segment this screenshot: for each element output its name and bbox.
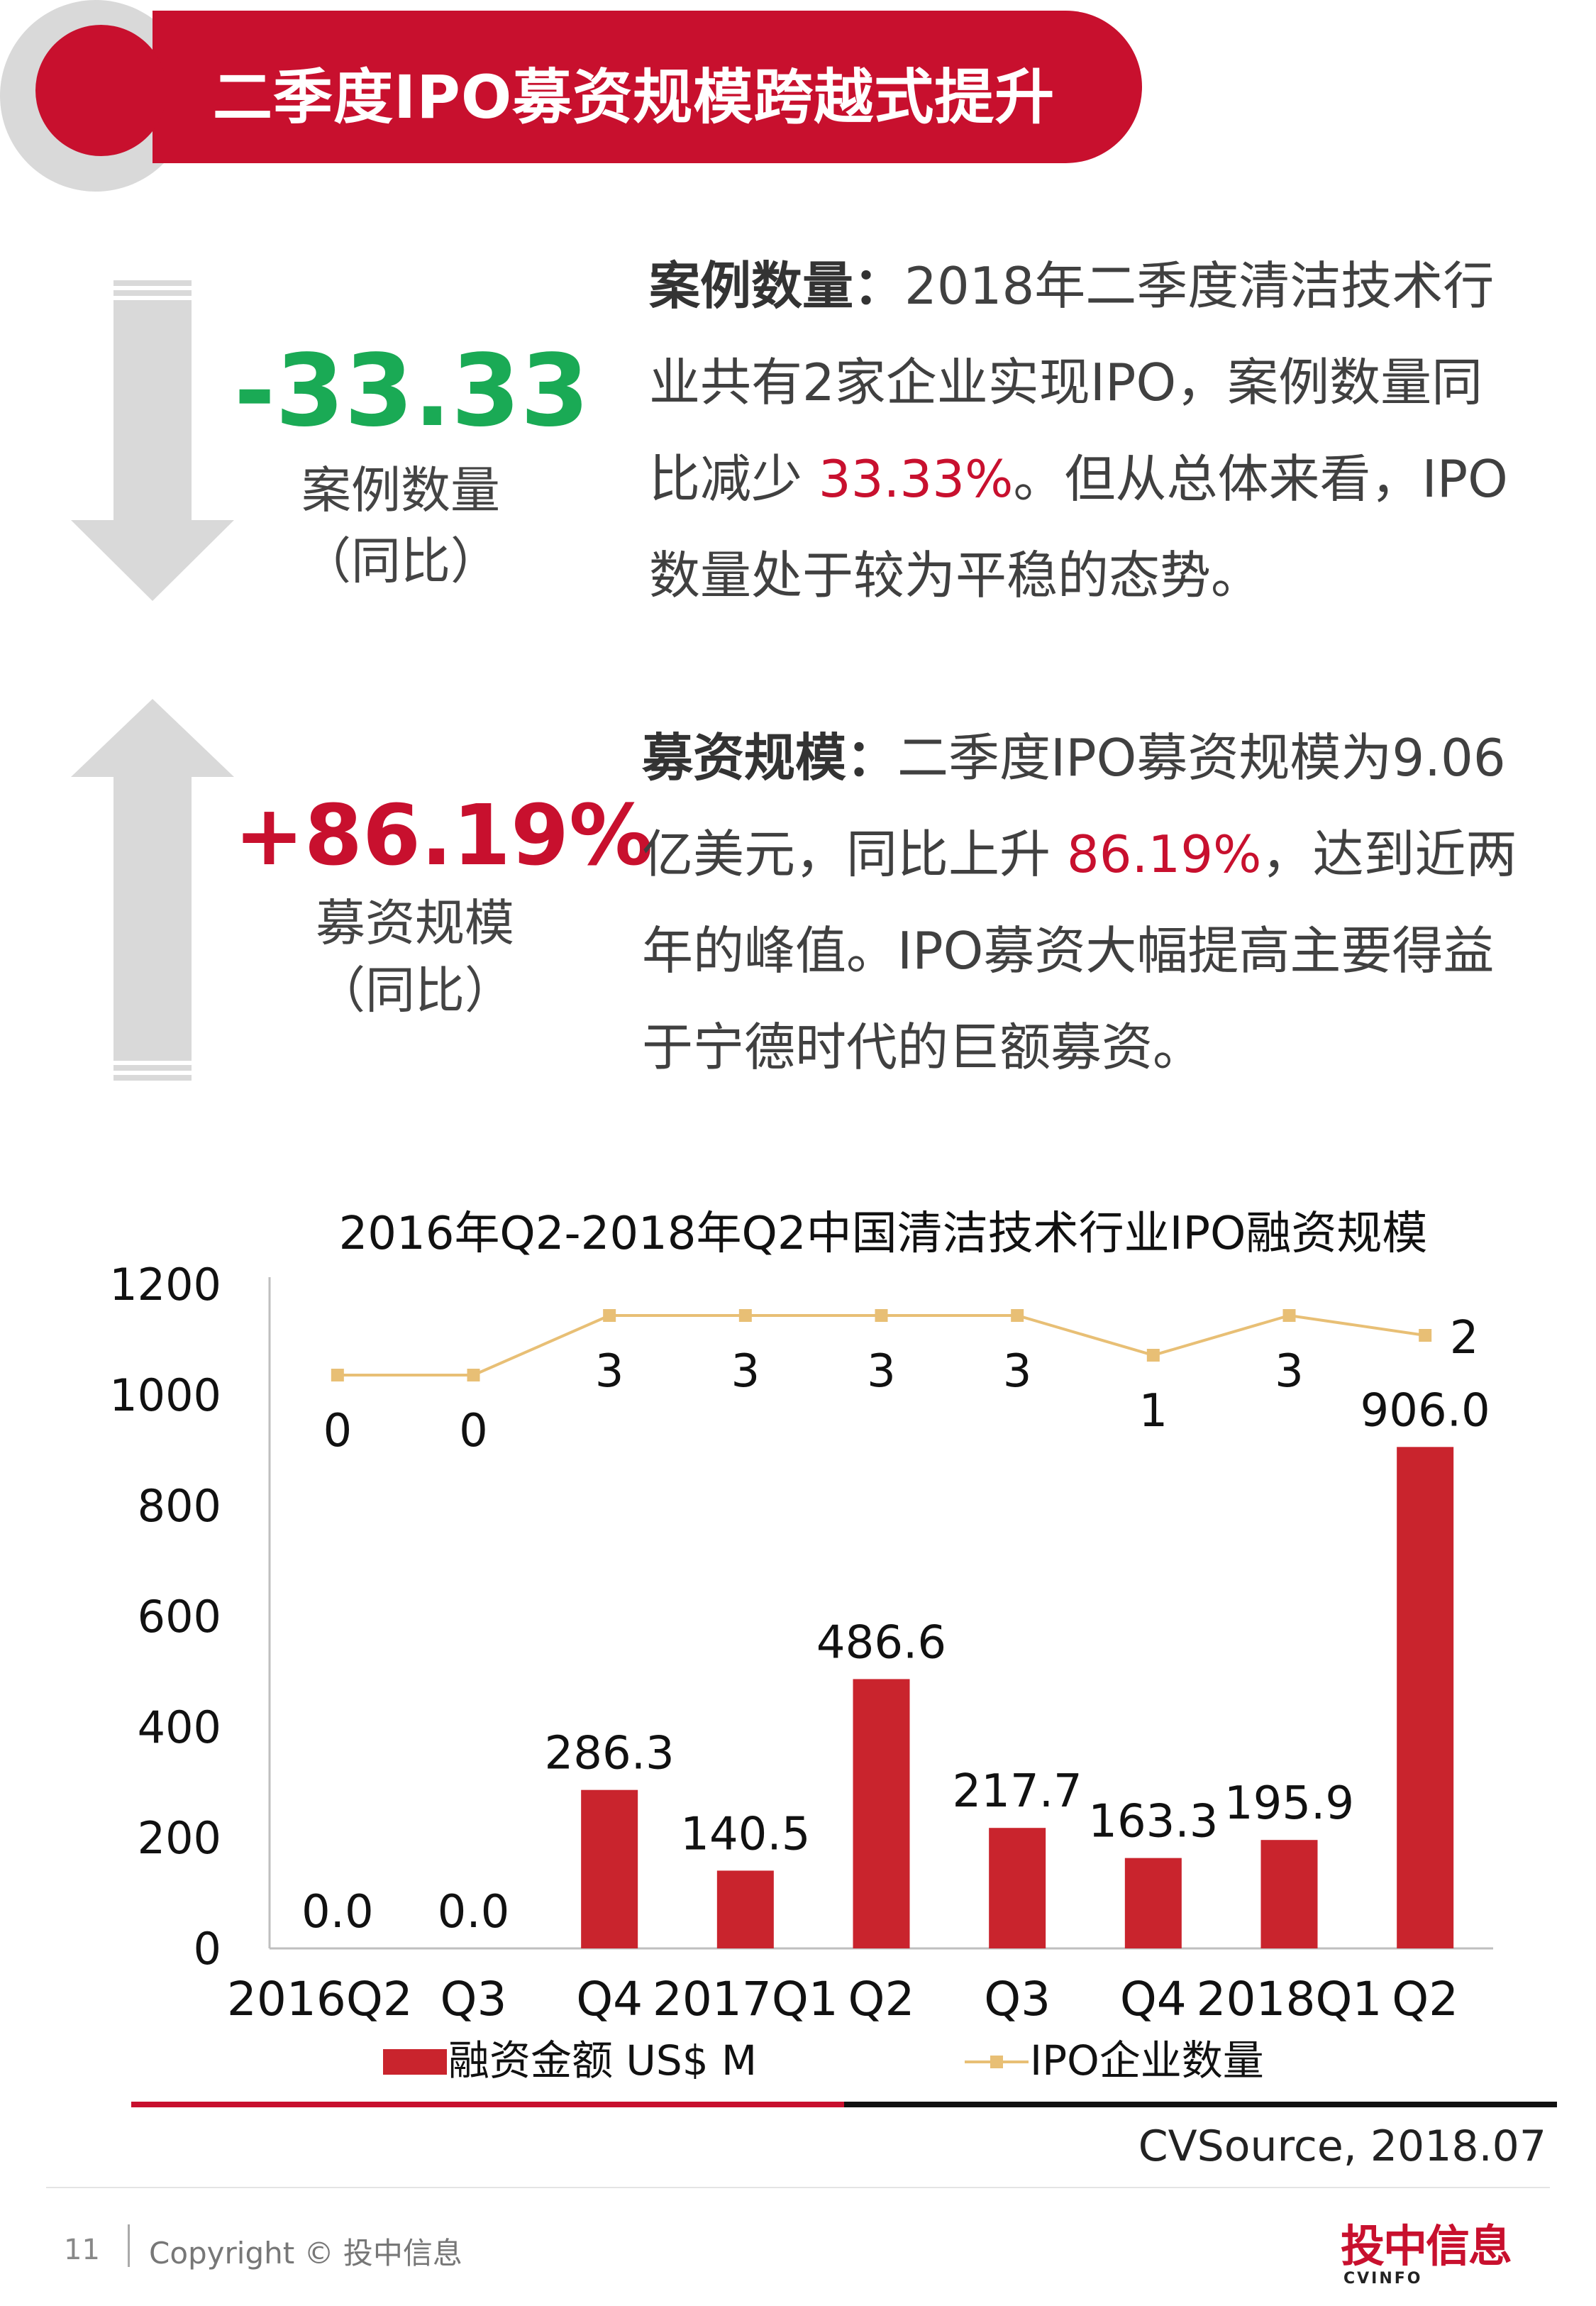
bar — [853, 1679, 910, 1948]
count-point — [738, 1309, 752, 1322]
paragraph-funds-lead: 募资规模： — [642, 728, 898, 788]
count-point — [603, 1309, 616, 1322]
x-category-label: Q3 — [984, 1972, 1051, 2026]
header-circle-accent — [35, 25, 167, 156]
bar — [1397, 1447, 1454, 1948]
bar-value-label: 217.7 — [953, 1765, 1082, 1818]
stat-cases-label: 案例数量 — [301, 461, 500, 519]
copyright-text: Copyright © 投中信息 — [149, 2236, 462, 2271]
bar — [581, 1789, 638, 1948]
stat-funds-label: 募资规模 — [316, 894, 514, 952]
paragraph-funds-text2: ，达到近两年的峰值。IPO募资大幅提高主要得益于宁德时代的巨额募资。 — [642, 824, 1517, 1077]
y-tick-label: 1200 — [109, 1259, 221, 1311]
bar-value-label: 0.0 — [301, 1886, 374, 1938]
page-number: 11 — [64, 2234, 100, 2266]
count-point — [1011, 1309, 1024, 1322]
y-tick-label: 0 — [194, 1923, 221, 1975]
bar — [1260, 1840, 1318, 1948]
count-value-label: 3 — [595, 1345, 624, 1398]
page-title: 二季度IPO募资规模跨越式提升 — [213, 62, 1055, 132]
footer-divider — [46, 2187, 1550, 2188]
divider-red — [131, 2102, 844, 2107]
bar-value-label: 195.9 — [1224, 1777, 1354, 1830]
bar-value-label: 486.6 — [816, 1616, 946, 1669]
bar-value-label: 0.0 — [438, 1886, 510, 1938]
paragraph-cases-highlight: 33.33% — [818, 449, 1014, 509]
count-point — [467, 1369, 480, 1381]
legend-bar-swatch — [383, 2049, 447, 2075]
y-tick-label: 400 — [138, 1701, 221, 1753]
y-tick-label: 600 — [138, 1591, 221, 1643]
count-value-label: 3 — [1003, 1345, 1032, 1398]
count-value-label: 2 — [1450, 1312, 1479, 1364]
stat-funds-sub: （同比） — [316, 961, 514, 1020]
count-point — [875, 1309, 888, 1322]
x-category-label: Q2 — [848, 1972, 915, 2026]
bar-value-label: 906.0 — [1361, 1384, 1490, 1437]
divider-black — [844, 2102, 1557, 2107]
legend-line-marker — [990, 2056, 1003, 2068]
chart-title: 2016年Q2-2018年Q2中国清洁技术行业IPO融资规模 — [339, 1208, 1428, 1260]
paragraph-cases: 案例数量：2018年二季度清洁技术行业共有2家企业实现IPO，案例数量同比减少 … — [649, 238, 1522, 624]
paragraph-funds-text1: 二季度IPO募资规模为9.06亿美元，同比上升 — [642, 728, 1506, 884]
y-tick-label: 1000 — [109, 1369, 221, 1421]
bar — [989, 1828, 1046, 1948]
x-category-label: 2017Q1 — [653, 1972, 838, 2026]
count-point — [1419, 1329, 1432, 1342]
bar — [1124, 1858, 1182, 1948]
count-value-label: 3 — [731, 1345, 760, 1398]
stat-cases-value: -33.33 — [234, 333, 589, 449]
bar-value-label: 140.5 — [680, 1808, 810, 1860]
footer-separator — [128, 2224, 130, 2267]
legend-bar-label: 融资金额 US$ M — [448, 2036, 757, 2079]
count-point — [331, 1369, 344, 1381]
paragraph-cases-text2: 。但从总体来看，IPO数量处于较为平稳的态势。 — [649, 449, 1508, 605]
count-value-label: 0 — [459, 1405, 488, 1457]
x-category-label: Q3 — [440, 1972, 507, 2026]
ipo-chart: 2016年Q2-2018年Q2中国清洁技术行业IPO融资规模0200400600… — [109, 1208, 1493, 2079]
down-arrow-icon — [71, 280, 234, 601]
bar-value-label: 286.3 — [545, 1728, 675, 1780]
stat-funds-value: +86.19% — [234, 786, 653, 884]
y-tick-label: 200 — [138, 1812, 221, 1864]
up-arrow-icon — [71, 699, 234, 1081]
paragraph-funds-highlight: 86.19% — [1066, 824, 1262, 884]
count-value-label: 3 — [1275, 1345, 1304, 1398]
x-category-label: Q2 — [1392, 1972, 1458, 2026]
paragraph-cases-lead: 案例数量： — [649, 256, 905, 316]
x-category-label: 2016Q2 — [227, 1972, 413, 2026]
x-category-label: Q4 — [576, 1972, 643, 2026]
stat-cases-sub: （同比） — [301, 532, 500, 590]
bar-value-label: 163.3 — [1088, 1796, 1218, 1848]
legend-line-label: IPO企业数量 — [1030, 2036, 1264, 2079]
logo-sub-text: CVINFO — [1343, 2270, 1423, 2288]
count-value-label: 3 — [867, 1345, 896, 1398]
header-banner — [153, 11, 1142, 163]
paragraph-funds: 募资规模：二季度IPO募资规模为9.06亿美元，同比上升 86.19%，达到近两… — [642, 710, 1522, 1096]
x-category-label: 2018Q1 — [1197, 1972, 1382, 2026]
y-tick-label: 800 — [138, 1480, 221, 1532]
x-category-label: Q4 — [1120, 1972, 1187, 2026]
logo-main-text: 投中信息 — [1341, 2220, 1512, 2272]
brand-logo: 投中信息 CVINFO — [1341, 2210, 1525, 2288]
paragraph-cases-text1: 2018年二季度清洁技术行业共有2家企业实现IPO，案例数量同比减少 — [649, 256, 1495, 509]
count-point — [1146, 1349, 1160, 1362]
count-point — [1282, 1309, 1296, 1322]
bar — [716, 1870, 774, 1948]
source-note: CVSource, 2018.07 — [1138, 2122, 1546, 2171]
count-value-label: 0 — [323, 1405, 352, 1457]
count-value-label: 1 — [1138, 1385, 1168, 1438]
